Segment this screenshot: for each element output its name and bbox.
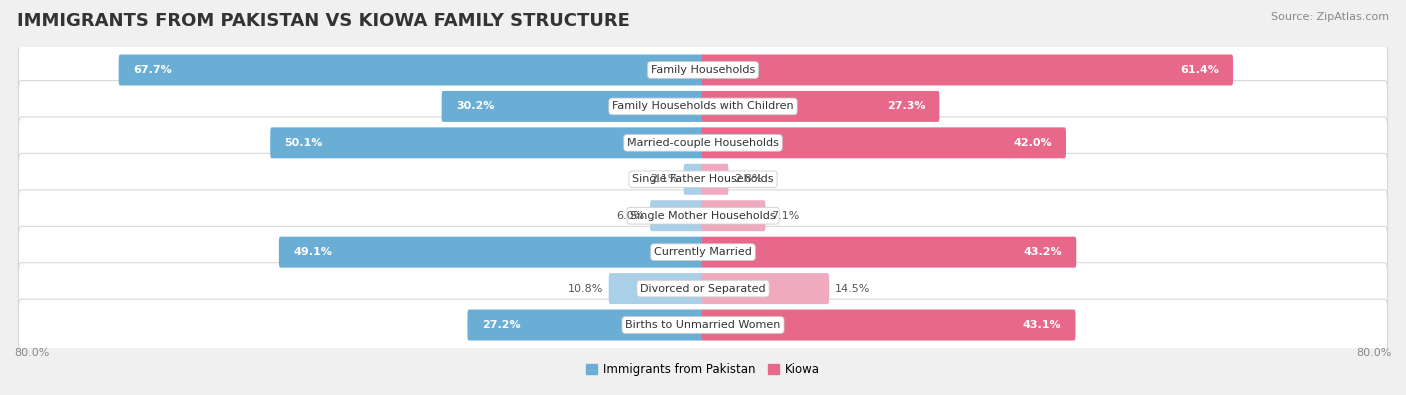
FancyBboxPatch shape [702,237,1077,268]
Text: 80.0%: 80.0% [14,348,49,357]
Text: 61.4%: 61.4% [1180,65,1219,75]
Text: 7.1%: 7.1% [770,211,800,221]
FancyBboxPatch shape [18,153,1388,205]
Text: 27.2%: 27.2% [482,320,520,330]
Text: Married-couple Households: Married-couple Households [627,138,779,148]
FancyBboxPatch shape [702,164,728,195]
FancyBboxPatch shape [702,200,765,231]
Text: 30.2%: 30.2% [456,102,495,111]
Text: 50.1%: 50.1% [284,138,323,148]
Text: 14.5%: 14.5% [835,284,870,293]
FancyBboxPatch shape [702,91,939,122]
Text: Family Households with Children: Family Households with Children [612,102,794,111]
FancyBboxPatch shape [467,310,704,340]
Legend: Immigrants from Pakistan, Kiowa: Immigrants from Pakistan, Kiowa [581,358,825,381]
Text: Births to Unmarried Women: Births to Unmarried Women [626,320,780,330]
Text: Family Households: Family Households [651,65,755,75]
FancyBboxPatch shape [609,273,704,304]
Text: 2.8%: 2.8% [734,174,762,184]
Text: 27.3%: 27.3% [887,102,925,111]
Text: 42.0%: 42.0% [1014,138,1052,148]
Text: Divorced or Separated: Divorced or Separated [640,284,766,293]
FancyBboxPatch shape [702,310,1076,340]
FancyBboxPatch shape [18,263,1388,314]
FancyBboxPatch shape [278,237,704,268]
Text: IMMIGRANTS FROM PAKISTAN VS KIOWA FAMILY STRUCTURE: IMMIGRANTS FROM PAKISTAN VS KIOWA FAMILY… [17,12,630,30]
FancyBboxPatch shape [18,299,1388,351]
Text: 2.1%: 2.1% [650,174,678,184]
Text: 6.0%: 6.0% [616,211,644,221]
Text: 43.2%: 43.2% [1024,247,1062,257]
Text: Single Mother Households: Single Mother Households [630,211,776,221]
FancyBboxPatch shape [270,127,704,158]
FancyBboxPatch shape [18,44,1388,96]
Text: 67.7%: 67.7% [134,65,172,75]
FancyBboxPatch shape [18,226,1388,278]
Text: Single Father Households: Single Father Households [633,174,773,184]
Text: 10.8%: 10.8% [568,284,603,293]
FancyBboxPatch shape [683,164,704,195]
FancyBboxPatch shape [18,117,1388,169]
FancyBboxPatch shape [18,190,1388,242]
FancyBboxPatch shape [702,273,830,304]
Text: 43.1%: 43.1% [1022,320,1062,330]
Text: 80.0%: 80.0% [1357,348,1392,357]
FancyBboxPatch shape [702,55,1233,85]
FancyBboxPatch shape [18,81,1388,132]
Text: Currently Married: Currently Married [654,247,752,257]
Text: 49.1%: 49.1% [292,247,332,257]
FancyBboxPatch shape [650,200,704,231]
FancyBboxPatch shape [441,91,704,122]
FancyBboxPatch shape [702,127,1066,158]
Text: Source: ZipAtlas.com: Source: ZipAtlas.com [1271,12,1389,22]
FancyBboxPatch shape [118,55,704,85]
